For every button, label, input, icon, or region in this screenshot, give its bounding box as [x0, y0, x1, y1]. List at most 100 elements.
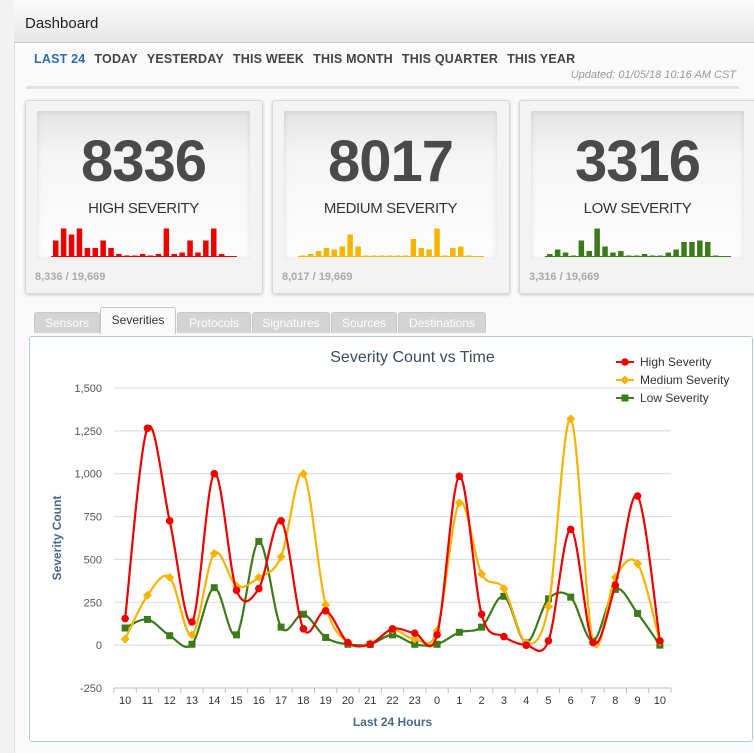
sparkline-bar	[307, 254, 314, 257]
sparkline-bar	[386, 255, 393, 257]
medium-severity-sparkline	[298, 228, 484, 257]
low-severity-count: 3316	[574, 129, 701, 194]
y-axis-label: Severity Count	[50, 496, 64, 581]
x-tick-label: 8	[612, 695, 618, 707]
period-yesterday[interactable]: YESTERDAY	[146, 52, 224, 66]
medium-severity-point	[209, 548, 219, 558]
sparkline-bar	[602, 246, 608, 257]
x-tick-label: 0	[434, 695, 440, 707]
sparkline-bar	[211, 228, 217, 257]
sparkline-bar	[187, 240, 193, 257]
x-tick-label: 22	[386, 695, 398, 707]
tab-signatures[interactable]: Signatures	[252, 312, 330, 333]
sparkline-bar	[570, 255, 577, 257]
low-severity-point	[233, 631, 241, 639]
sparkline-bar	[547, 254, 553, 257]
sparkline-bar	[673, 249, 679, 257]
medium-severity-point	[499, 584, 509, 594]
sparkline-bar	[626, 255, 632, 257]
sparkline-bar	[402, 255, 409, 257]
high-severity-point	[299, 625, 308, 633]
period-this-year[interactable]: THIS YEAR	[507, 52, 576, 66]
x-tick-label: 20	[342, 695, 354, 707]
sparkline-bar	[712, 255, 719, 257]
sparkline-bar	[132, 255, 138, 257]
chart-title: Severity Count vs Time	[330, 349, 495, 366]
tab-protocols[interactable]: Protocols	[177, 312, 251, 333]
medium-severity-point	[410, 634, 420, 644]
low-severity-point	[544, 595, 552, 603]
sparkline-bar	[195, 252, 201, 257]
medium-severity-label: MEDIUM SEVERITY	[323, 200, 458, 217]
medium-severity-card[interactable]: 8017 MEDIUM SEVERITY 8,017 / 19,669	[272, 100, 510, 294]
high-severity-point	[433, 631, 441, 639]
high-severity-label: HIGH SEVERITY	[88, 200, 199, 217]
sparkline-bar	[379, 255, 385, 257]
y-tick-label: -250	[80, 683, 102, 695]
divider	[26, 86, 739, 89]
tab-severities[interactable]: Severities	[100, 307, 176, 334]
period-today[interactable]: TODAY	[94, 52, 138, 66]
x-tick-label: 12	[164, 695, 176, 707]
medium-severity-point	[543, 602, 553, 612]
legend-label: High Severity	[640, 355, 711, 369]
tab-destinations[interactable]: Destinations	[398, 312, 486, 333]
medium-severity-point	[187, 630, 197, 640]
sparkline-bar	[179, 252, 185, 257]
sparkline-bar	[594, 228, 600, 257]
sparkline-bar	[147, 255, 154, 257]
sparkline-bar	[355, 246, 361, 257]
sparkline-bar	[434, 228, 440, 257]
low-severity-point	[567, 593, 575, 601]
x-tick-label: 16	[253, 695, 265, 707]
y-tick-label: 750	[84, 512, 102, 524]
high-severity-point	[522, 641, 530, 649]
high-severity-point	[143, 424, 152, 433]
medium-severity-point	[566, 414, 576, 424]
x-tick-label: 13	[186, 695, 198, 707]
legend-label: Medium Severity	[640, 373, 729, 387]
period-selector: LAST 24 TODAY YESTERDAY THIS WEEK THIS MONTH…	[34, 52, 584, 66]
medium-severity-point	[477, 569, 487, 579]
legend-item-low-severity[interactable]: Low Severity	[616, 391, 709, 405]
y-tick-label: 1,250	[74, 426, 102, 438]
period-this-month[interactable]: THIS MONTH	[313, 52, 393, 66]
high-severity-card[interactable]: 8336 HIGH SEVERITY 8,336 / 19,669	[25, 100, 263, 294]
period-this-quarter[interactable]: THIS QUARTER	[401, 52, 499, 66]
period-last-24[interactable]: LAST 24	[34, 52, 86, 66]
sparkline-bar	[610, 252, 616, 257]
sparkline-bar	[554, 249, 561, 257]
low-severity-point	[166, 632, 174, 640]
high-severity-point	[611, 581, 620, 589]
sparkline-bar	[450, 248, 456, 257]
tab-sources[interactable]: Sources	[331, 312, 397, 333]
legend-item-high-severity[interactable]: High Severity	[616, 355, 711, 369]
sparkline-bar	[371, 255, 377, 257]
period-this-week[interactable]: THIS WEEK	[232, 52, 305, 66]
legend-item-medium-severity[interactable]: Medium Severity	[616, 373, 729, 387]
sparkline-bar	[116, 254, 122, 257]
legend-label: Low Severity	[640, 391, 709, 405]
sparkline-bar	[323, 248, 330, 257]
low-severity-point	[210, 584, 218, 592]
card-inner: 3316 LOW SEVERITY	[531, 111, 744, 259]
sparkline-bar	[347, 234, 353, 257]
sparkline-bar	[92, 248, 98, 257]
low-severity-ratio: 3,316 / 19,669	[529, 271, 600, 283]
x-tick-label: 1	[456, 695, 462, 707]
card-inner: 8017 MEDIUM SEVERITY	[284, 111, 497, 259]
low-severity-point	[634, 609, 642, 617]
x-tick-label: 17	[275, 695, 287, 707]
sparkline-bar	[53, 240, 59, 257]
high-severity-point	[165, 517, 174, 525]
high-severity-point	[500, 632, 508, 641]
sparkline-bar	[100, 240, 106, 257]
low-severity-card[interactable]: 3316 LOW SEVERITY 3,316 / 19,669	[519, 100, 754, 294]
low-severity-point	[255, 537, 263, 545]
low-severity-point	[478, 623, 486, 631]
medium-severity-count: 8017	[327, 129, 454, 194]
tab-sensors[interactable]: Sensors	[34, 312, 100, 333]
low-severity-sparkline	[545, 228, 731, 257]
high-severity-point	[232, 586, 241, 595]
x-axis-label: Last 24 Hours	[353, 715, 433, 729]
